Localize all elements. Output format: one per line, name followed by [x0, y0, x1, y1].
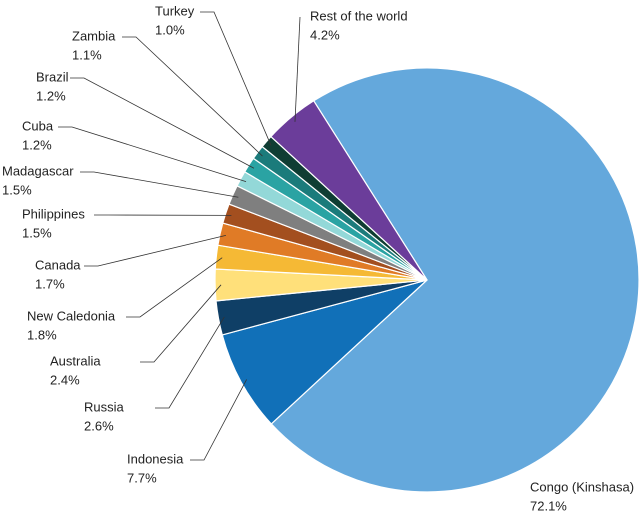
- slice-value-label: 1.5%: [22, 225, 52, 240]
- slice-label: Congo (Kinshasa): [530, 479, 634, 494]
- slice-value-label: 1.2%: [36, 88, 66, 103]
- slice-value-label: 1.1%: [72, 47, 102, 62]
- slice-value-label: 1.7%: [35, 276, 65, 291]
- slice-value-label: 7.7%: [127, 470, 157, 485]
- slice-label: Turkey: [155, 3, 195, 18]
- leader-line: [190, 379, 247, 461]
- slice-value-label: 72.1%: [530, 498, 567, 513]
- pie-slice: [270, 99, 428, 281]
- leader-line: [155, 316, 225, 409]
- leader-line: [200, 11, 272, 146]
- slice-label: Brazil: [36, 69, 69, 84]
- leader-line: [126, 257, 223, 318]
- pie-slice: [221, 279, 428, 425]
- slice-label: Australia: [50, 353, 101, 368]
- leader-line: [58, 126, 247, 182]
- slice-label: Madagascar: [2, 163, 74, 178]
- slice-label: Canada: [35, 257, 81, 272]
- leader-line: [140, 284, 222, 363]
- leader-line: [294, 16, 301, 122]
- slice-label: Zambia: [72, 28, 116, 43]
- slice-value-label: 1.8%: [27, 327, 57, 342]
- slice-value-label: 1.2%: [22, 137, 52, 152]
- slice-value-label: 2.6%: [84, 418, 114, 433]
- leader-line: [80, 171, 239, 198]
- leader-line: [70, 77, 255, 169]
- slice-label: New Caledonia: [27, 308, 116, 323]
- slice-label: Cuba: [22, 118, 54, 133]
- slice-label: Philippines: [22, 206, 85, 221]
- pie-slice: [270, 67, 640, 493]
- slice-value-label: 2.4%: [50, 372, 80, 387]
- leader-line: [84, 234, 226, 267]
- leader-line: [122, 36, 263, 157]
- slice-label: Russia: [84, 399, 125, 414]
- slice-label: Indonesia: [127, 451, 184, 466]
- slice-label: Rest of the world: [310, 8, 408, 23]
- slice-value-label: 4.2%: [310, 27, 340, 42]
- slice-value-label: 1.5%: [2, 182, 32, 197]
- slice-value-label: 1.0%: [155, 22, 185, 37]
